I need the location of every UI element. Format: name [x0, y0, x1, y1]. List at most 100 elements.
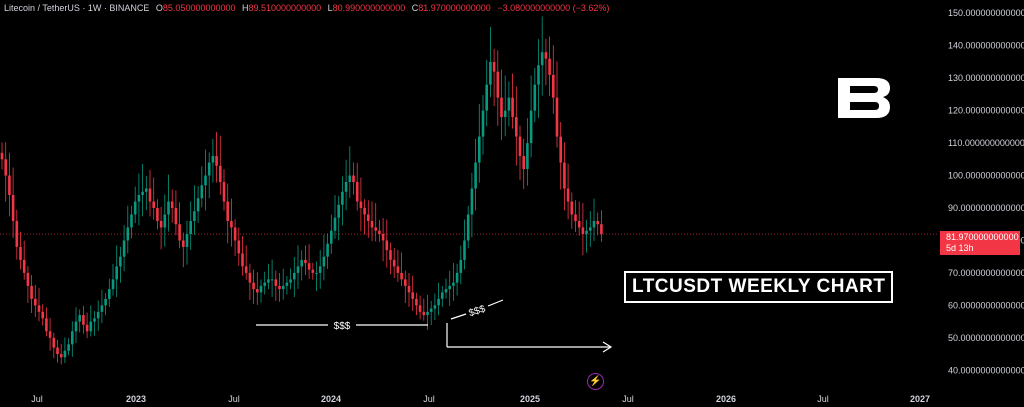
candle-body	[392, 259, 396, 267]
candle-body	[263, 282, 266, 286]
candle-body	[41, 311, 44, 319]
candle-body	[237, 240, 241, 254]
candle-body	[222, 182, 226, 202]
candle-body	[252, 282, 255, 290]
y-tick-label: 70.0000000000000	[948, 268, 1024, 278]
candle-body	[304, 259, 307, 264]
candle-body	[552, 74, 555, 98]
candle-body	[82, 315, 85, 325]
current-price-value: 81.970000000000	[946, 232, 1019, 242]
lightning-icon[interactable]: ⚡	[587, 373, 604, 390]
candle-body	[48, 331, 52, 338]
candle-body	[104, 298, 107, 306]
candle-body	[518, 136, 522, 157]
open-value: 85.050000000000	[162, 3, 236, 13]
candle-body	[45, 318, 48, 332]
candle-body	[307, 263, 311, 270]
candle-body	[463, 240, 466, 260]
candle-body	[322, 256, 326, 267]
candle-body	[363, 207, 366, 215]
liquidity-line-1[interactable]: $$$	[256, 321, 428, 332]
candle-body	[333, 217, 337, 231]
candle-body	[503, 110, 507, 118]
candle-body	[522, 156, 525, 170]
candle-body	[63, 350, 67, 358]
projection-arrow[interactable]	[446, 323, 613, 353]
candle-body	[59, 354, 63, 358]
candle-body	[470, 188, 474, 215]
candle-body	[0, 152, 4, 160]
candle-body	[185, 233, 189, 247]
candle-body	[256, 289, 259, 293]
candle-body	[341, 191, 344, 205]
candle-body	[278, 285, 281, 290]
candle-body	[441, 292, 444, 299]
candle-body	[559, 136, 562, 163]
candle-body	[585, 230, 588, 234]
candle-body	[540, 52, 544, 66]
liquidity-line-2[interactable]: $$$	[450, 299, 504, 320]
y-tick-label: 40.0000000000000	[948, 365, 1024, 375]
high-value: 89.510000000000	[248, 3, 322, 13]
candle-body	[396, 266, 400, 273]
candle-body	[566, 188, 570, 202]
bar-countdown: 5d 13h	[946, 243, 974, 253]
candle-body	[182, 240, 185, 247]
candle-body	[444, 289, 448, 293]
candle-body	[148, 188, 152, 202]
candle-body	[355, 182, 359, 202]
open-label: O	[155, 3, 163, 13]
liquidity-label-2: $$$	[468, 304, 488, 320]
candle-body	[485, 84, 488, 111]
y-axis-gutter	[938, 0, 1024, 407]
candle-body	[4, 159, 7, 176]
candle-body	[119, 256, 122, 267]
candle-body	[496, 71, 500, 98]
candle-body	[167, 201, 170, 215]
candle-body	[581, 227, 585, 234]
candle-body	[85, 324, 89, 332]
change-value: −3.080000000000 (−3.62%)	[497, 3, 610, 13]
candle-body	[200, 185, 204, 199]
chart-header: Litecoin / TetherUS · 1W · BINANCE O85.0…	[4, 3, 609, 13]
candle-body	[22, 259, 26, 273]
candle-body	[407, 285, 411, 293]
candle-body	[296, 266, 300, 273]
candle-body	[26, 272, 30, 286]
candle-body	[367, 214, 370, 221]
x-tick-label: 2027	[910, 394, 930, 404]
x-tick-label: Jul	[423, 394, 435, 404]
brand-b-logo-icon	[838, 78, 890, 118]
y-tick-label: 150.0000000000000	[948, 8, 1024, 18]
candle-body	[359, 201, 363, 208]
candle-body	[19, 246, 22, 260]
candle-body	[285, 282, 289, 286]
candle-body	[555, 97, 559, 137]
candle-body	[207, 162, 211, 176]
candle-body	[52, 337, 56, 348]
candle-body	[281, 285, 285, 290]
x-tick-label: 2024	[321, 394, 341, 404]
candle-body	[526, 143, 529, 170]
candle-body	[156, 207, 159, 221]
candle-body	[311, 269, 315, 273]
candle-body	[137, 195, 141, 202]
candle-body	[96, 311, 100, 319]
candle-body	[89, 321, 93, 332]
candle-body	[204, 175, 207, 186]
candle-body	[126, 227, 130, 241]
candle-body	[478, 136, 481, 163]
candle-body	[500, 97, 503, 118]
candle-body	[67, 344, 70, 351]
liquidity-label-1: $$$	[334, 321, 351, 332]
candle-body	[318, 266, 322, 273]
candle-body	[189, 220, 192, 234]
candle-body	[274, 279, 278, 286]
candle-body	[507, 97, 511, 111]
candle-body	[108, 289, 111, 299]
candle-body	[544, 52, 548, 59]
candle-body	[600, 224, 603, 234]
x-tick-label: 2026	[716, 394, 736, 404]
candle-body	[537, 65, 540, 85]
